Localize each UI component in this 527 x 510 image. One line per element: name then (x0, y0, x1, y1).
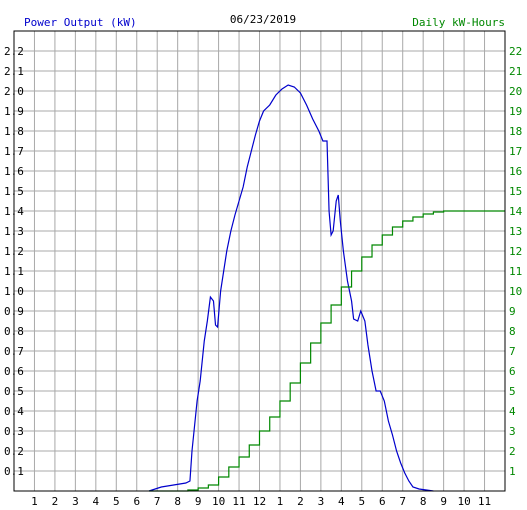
x-tick-label: 5 (358, 495, 365, 508)
x-tick-label: 2 (52, 495, 59, 508)
y-right-tick-label: 15 (509, 185, 522, 198)
y-right-tick-label: 21 (509, 65, 522, 78)
y-right-tick-label: 8 (509, 325, 516, 338)
x-tick-label: 1 (277, 495, 284, 508)
x-tick-label: 2 (297, 495, 304, 508)
y-right-tick-label: 13 (509, 225, 522, 238)
right-axis-label: Daily kW-Hours (412, 16, 505, 29)
x-tick-label: 12 (253, 495, 266, 508)
y-right-tick-label: 20 (509, 85, 522, 98)
x-tick-label: 8 (420, 495, 427, 508)
x-tick-label: 3 (72, 495, 79, 508)
x-tick-label: 1 (31, 495, 38, 508)
x-tick-label: 9 (195, 495, 202, 508)
x-tick-label: 7 (154, 495, 161, 508)
grid (14, 31, 505, 491)
left-axis-label: Power Output (kW) (24, 16, 137, 29)
x-tick-label: 4 (93, 495, 100, 508)
chart-title: 06/23/2019 (230, 13, 296, 26)
x-tick-label: 10 (212, 495, 225, 508)
x-tick-label: 4 (338, 495, 345, 508)
x-tick-label: 11 (232, 495, 245, 508)
x-tick-label: 3 (318, 495, 325, 508)
series-line-daily-kwh (149, 210, 505, 492)
series-layer (148, 84, 505, 492)
x-tick-label: 7 (399, 495, 406, 508)
y-right-tick-label: 11 (509, 265, 522, 278)
y-right-tick-label: 17 (509, 145, 522, 158)
y-right-tick-label: 5 (509, 385, 516, 398)
y-right-tick-label: 7 (509, 345, 516, 358)
y-right-tick-label: 1 (509, 465, 516, 478)
y-right-tick-label: 2 (509, 445, 516, 458)
x-tick-label: 6 (133, 495, 140, 508)
y-right-tick-label: 3 (509, 425, 516, 438)
y-right-tick-label: 9 (509, 305, 516, 318)
y-right-tick-label: 10 (509, 285, 522, 298)
y-right-tick-label: 16 (509, 165, 522, 178)
y-right-tick-label: 18 (509, 125, 522, 138)
y-right-tick-label: 12 (509, 245, 522, 258)
plot-frame (13, 30, 506, 492)
x-tick-label: 6 (379, 495, 386, 508)
x-tick-label: 5 (113, 495, 120, 508)
series-line-power-output (148, 84, 434, 492)
x-tick-label: 9 (440, 495, 447, 508)
x-tick-label: 8 (174, 495, 181, 508)
y-right-tick-label: 14 (509, 205, 523, 218)
y-right-tick-label: 4 (509, 405, 516, 418)
y-right-tick-label: 19 (509, 105, 522, 118)
y-right-tick-label: 22 (509, 45, 522, 58)
y-right-tick-label: 6 (509, 365, 516, 378)
x-tick-label: 10 (457, 495, 470, 508)
x-tick-label: 11 (478, 495, 491, 508)
